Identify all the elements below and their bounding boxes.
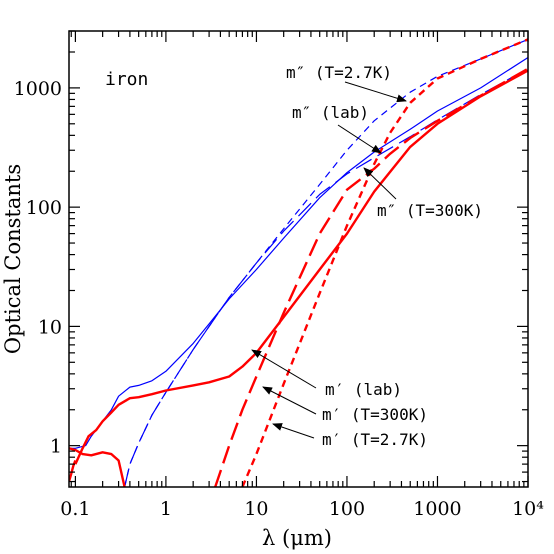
y-tick-label: 10 bbox=[38, 316, 62, 338]
series-line-mp_2.7 bbox=[241, 38, 528, 487]
series-line-mpp_300 bbox=[124, 68, 528, 487]
annotation-layer: m″ (T=2.7K) m″ (lab) m″ (T=300K) m′ (lab) m′… bbox=[251, 63, 483, 449]
plot-frame bbox=[68, 30, 529, 488]
series-line-mp_lab_uv bbox=[69, 447, 126, 487]
annotation-label: m″ (T=300K) bbox=[377, 201, 483, 220]
series-line-mp_lab_dip bbox=[69, 460, 77, 482]
y-tick-label: 1 bbox=[50, 436, 62, 458]
annotation-label: m″ (lab) bbox=[292, 103, 369, 122]
annotation-arrow bbox=[363, 167, 397, 200]
tick-layer bbox=[69, 30, 529, 487]
x-axis-label: λ (μm) bbox=[262, 526, 332, 550]
x-tick-label: 0.1 bbox=[60, 498, 90, 520]
x-tick-label: 10 bbox=[244, 498, 268, 520]
annotation-arrow bbox=[272, 423, 315, 439]
series-line-mp_300 bbox=[214, 67, 528, 487]
y-axis-label: Optical Constants bbox=[1, 164, 25, 354]
x-tick-label: 1000 bbox=[413, 498, 461, 520]
x-tick-label: 1 bbox=[160, 498, 172, 520]
label-layer: 0.1 1 10 100 1000 10⁴ 1 10 100 1000 λ (μm) Optical … bbox=[1, 69, 544, 550]
annotation-label: m′ (T=300K) bbox=[322, 405, 428, 424]
y-tick-label: 1000 bbox=[14, 78, 62, 100]
x-tick-label: 10⁴ bbox=[512, 498, 544, 520]
annotation-label: m′ (lab) bbox=[325, 380, 402, 399]
x-tick-label: 100 bbox=[329, 498, 365, 520]
annotation-arrow bbox=[262, 386, 317, 415]
annotation-arrow bbox=[344, 81, 407, 103]
series-line-mp_lab bbox=[74, 69, 528, 465]
annotation-label: m″ (T=2.7K) bbox=[286, 63, 392, 82]
y-tick-label: 100 bbox=[26, 197, 62, 219]
panel-label: iron bbox=[105, 69, 148, 90]
series-line-mpp_2.7 bbox=[124, 38, 528, 487]
series-layer bbox=[69, 38, 528, 487]
annotation-arrow bbox=[337, 124, 382, 154]
annotation-label: m′ (T=2.7K) bbox=[322, 430, 428, 449]
annotation-arrow bbox=[251, 349, 317, 389]
